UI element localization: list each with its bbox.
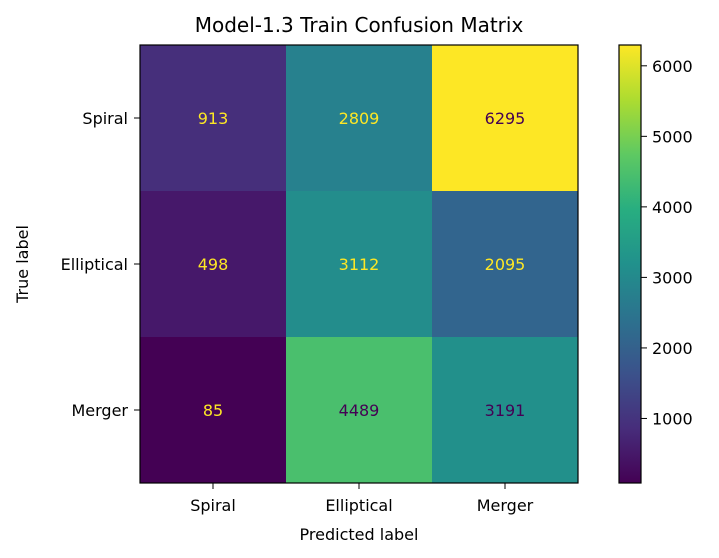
heatmap-cell	[432, 337, 579, 484]
heatmap-cell	[140, 191, 287, 338]
x-tick-label: Merger	[477, 496, 534, 515]
cell-value-label: 498	[198, 255, 229, 274]
x-axis-label: Predicted label	[300, 525, 419, 544]
heatmap-cell	[432, 191, 579, 338]
y-tick-label: Spiral	[82, 109, 128, 128]
y-tick-label: Merger	[71, 401, 128, 420]
heatmap-cell	[286, 45, 433, 192]
cell-value-label: 3112	[339, 255, 380, 274]
cell-value-label: 6295	[485, 109, 526, 128]
colorbar-tick-label: 3000	[652, 268, 693, 287]
heatmap-cell	[140, 337, 287, 484]
heatmap-cell	[140, 45, 287, 192]
colorbar-tick-label: 5000	[652, 127, 693, 146]
y-axis-label: True label	[13, 225, 32, 304]
heatmap-cell	[286, 337, 433, 484]
colorbar	[618, 44, 642, 484]
colorbar-tick-label: 6000	[652, 57, 693, 76]
colorbar-tick-label: 4000	[652, 198, 693, 217]
heatmap-cell	[286, 191, 433, 338]
x-axis-ticks: Spiral Elliptical Merger	[190, 483, 534, 515]
heatmap-cells: 913 2809 6295 498 3112 2095 85 4489 3191	[140, 45, 579, 484]
cell-value-label: 85	[203, 401, 223, 420]
cell-value-label: 4489	[339, 401, 380, 420]
cell-value-label: 913	[198, 109, 229, 128]
colorbar-tick-label: 1000	[652, 409, 693, 428]
cell-value-label: 2095	[485, 255, 526, 274]
chart-title: Model-1.3 Train Confusion Matrix	[195, 13, 524, 37]
x-tick-label: Spiral	[190, 496, 236, 515]
colorbar-tick-label: 2000	[652, 339, 693, 358]
cell-value-label: 2809	[339, 109, 380, 128]
x-tick-label: Elliptical	[325, 496, 392, 515]
heatmap-cell	[432, 45, 579, 192]
y-tick-label: Elliptical	[61, 255, 128, 274]
y-axis-ticks: Spiral Elliptical Merger	[61, 109, 140, 420]
cell-value-label: 3191	[485, 401, 526, 420]
colorbar-ticks: 1000 2000 3000 4000 5000 6000	[641, 57, 693, 428]
